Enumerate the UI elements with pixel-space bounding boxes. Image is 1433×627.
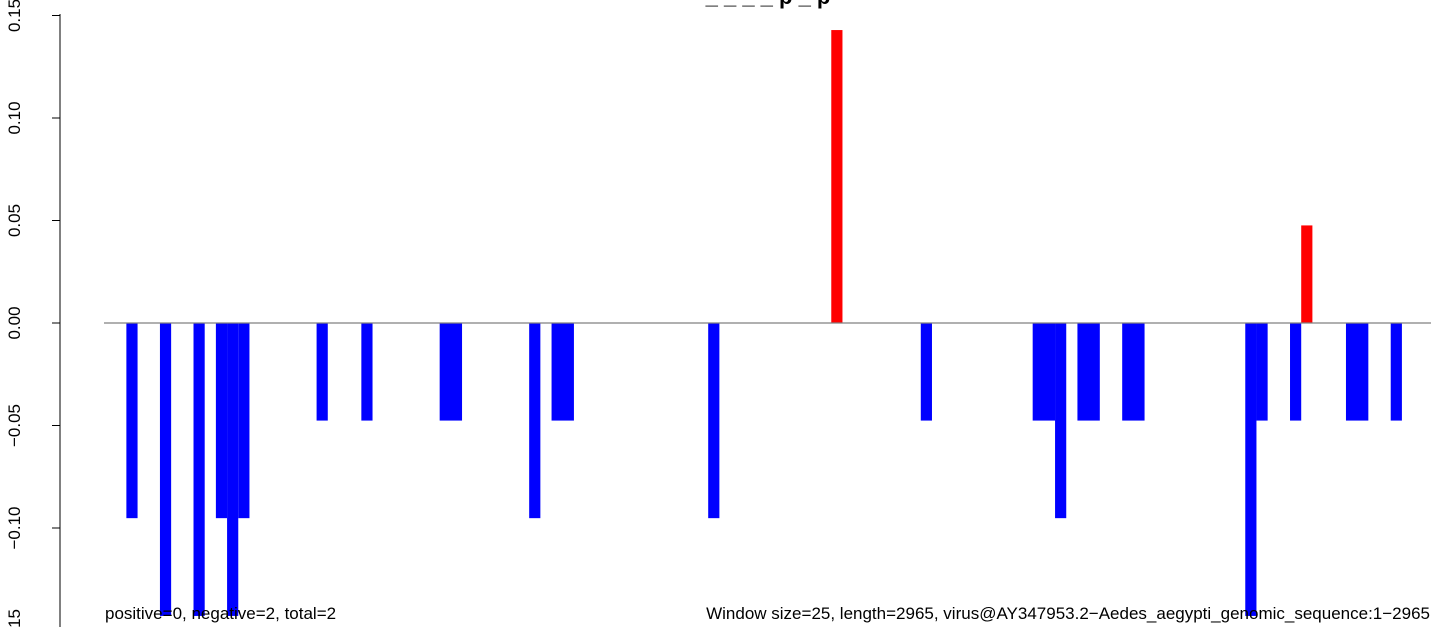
negative-bar: [215, 323, 228, 519]
y-axis: −0.15 −0.10 −0.05 0.00 0.05 0.10 0.15: [5, 0, 60, 627]
negative-bar: [193, 323, 205, 616]
negative-bar: [227, 323, 239, 616]
y-tick-label: 0.00: [5, 306, 24, 339]
negative-bar: [238, 323, 250, 519]
negative-bar: [1077, 323, 1100, 421]
negative-bar: [1256, 323, 1268, 421]
chart-title: _ _ _ _ p _ p: [705, 0, 831, 9]
negative-bar: [1055, 323, 1067, 519]
positive-bar: [831, 30, 843, 324]
negative-bar: [920, 323, 932, 421]
negative-bar: [1032, 323, 1056, 421]
negative-bar: [1245, 323, 1257, 616]
negative-bar: [551, 323, 574, 421]
y-tick-label: 0.10: [5, 101, 24, 134]
y-tick-label: 0.05: [5, 204, 24, 237]
negative-bar: [361, 323, 373, 421]
negative-bar: [316, 323, 328, 421]
negative-bar: [1290, 323, 1302, 421]
negative-bar: [1345, 323, 1369, 421]
y-tick-label: −0.10: [5, 506, 24, 549]
bar-group: [126, 30, 1402, 616]
positive-bar: [1301, 225, 1313, 323]
summary-annotation: positive=0, negative=2, total=2: [105, 604, 336, 623]
negative-bar: [1390, 323, 1402, 421]
negative-bar: [1122, 323, 1145, 421]
negative-bar: [529, 323, 541, 519]
y-tick-label: −0.15: [5, 609, 24, 627]
y-tick-label: 0.15: [5, 0, 24, 32]
window-info-annotation: Window size=25, length=2965, virus@AY347…: [706, 604, 1430, 623]
negative-bar: [708, 323, 720, 519]
negative-bar: [159, 323, 172, 616]
y-tick-label: −0.05: [5, 404, 24, 447]
negative-bar: [126, 323, 138, 519]
negative-bar: [439, 323, 463, 421]
